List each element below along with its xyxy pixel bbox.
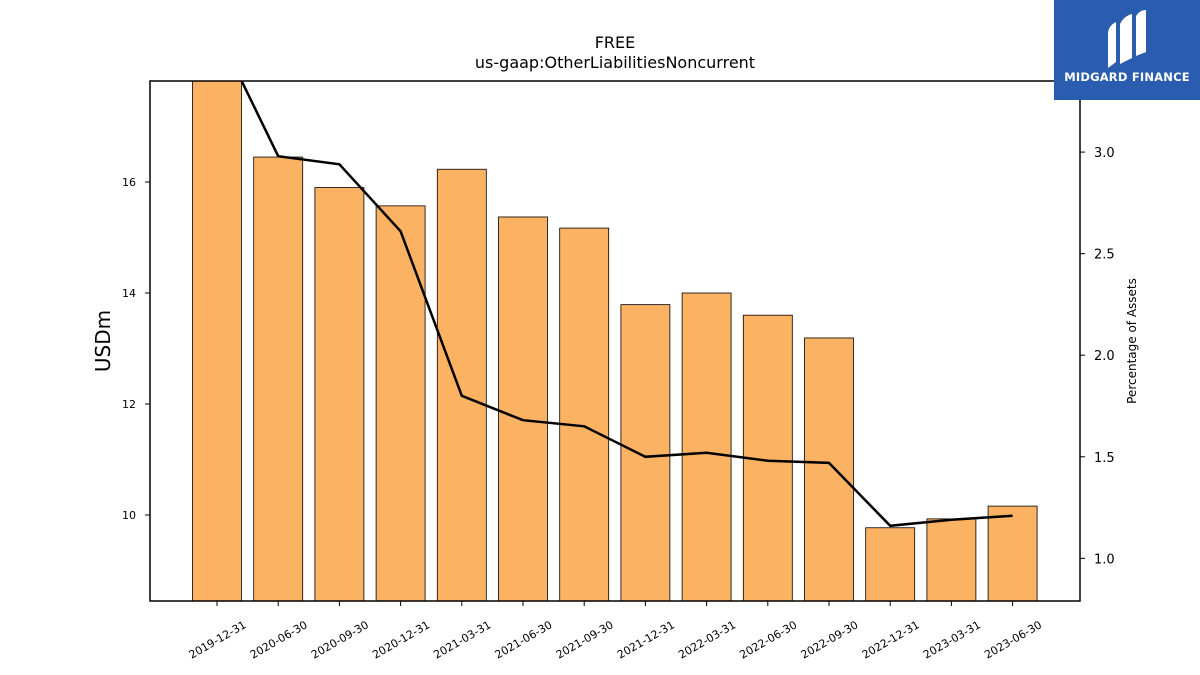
x-tick-label: 2022-12-31: [860, 618, 922, 661]
x-tick-label: 2019-12-31: [187, 618, 249, 661]
left-tick-label: 10: [122, 509, 136, 522]
bar: [253, 156, 304, 602]
right-tick-label: 2.0: [1094, 349, 1115, 364]
y-axis-label: USDm: [91, 310, 115, 372]
x-tick-label: 2020-09-30: [309, 618, 371, 661]
bar: [314, 187, 365, 602]
bar: [498, 216, 548, 602]
right-tick-label: 1.5: [1094, 451, 1115, 466]
y2-axis-label: Percentage of Assets: [1125, 278, 1139, 404]
bar-group: [192, 80, 1038, 602]
line-series: [240, 81, 1013, 528]
bar: [559, 227, 610, 602]
right-tick-label: 3.0: [1094, 146, 1115, 161]
midgard-logo-icon: [1108, 10, 1146, 68]
left-tick-label: 16: [122, 176, 136, 189]
x-tick-label: 2020-06-30: [248, 618, 310, 661]
x-tick-label: 2022-03-31: [676, 618, 738, 661]
bar: [436, 168, 487, 602]
bar: [987, 505, 1038, 602]
x-tick-label: 2022-09-30: [799, 618, 861, 661]
plot-frame: [149, 80, 1081, 602]
x-tick-label: 2021-03-31: [431, 618, 493, 661]
chart-title: FREE: [595, 33, 636, 52]
left-axis: 10 12 14 16: [122, 176, 150, 522]
bar: [926, 518, 977, 602]
left-tick-label: 12: [122, 398, 136, 411]
bar: [375, 205, 426, 602]
x-tick-label: 2023-06-30: [982, 618, 1044, 661]
x-tick-label: 2023-03-31: [921, 618, 983, 661]
x-axis: 2019-12-31 2020-06-30 2020-09-30 2020-12-31…: [187, 601, 1044, 662]
x-tick-label: 2021-12-31: [615, 618, 677, 661]
x-tick-label: 2021-09-30: [554, 618, 616, 661]
bar: [804, 337, 854, 602]
brand-name: MIDGARD FINANCE: [1064, 70, 1190, 84]
brand-logo: MIDGARD FINANCE: [1054, 0, 1200, 100]
right-tick-label: 2.5: [1094, 248, 1115, 263]
bar: [192, 80, 242, 602]
right-axis: 1.0 1.5 2.0 2.5 3.0: [1080, 146, 1115, 567]
bar: [865, 527, 916, 602]
line-group: [240, 81, 1013, 528]
chart-subtitle: us-gaap:OtherLiabilitiesNoncurrent: [475, 53, 755, 72]
x-tick-label: 2021-06-30: [493, 618, 555, 661]
x-tick-label: 2020-12-31: [370, 618, 432, 661]
bar: [681, 292, 732, 602]
right-tick-label: 1.0: [1094, 552, 1115, 567]
x-tick-label: 2022-06-30: [737, 618, 799, 661]
left-tick-label: 14: [122, 287, 136, 300]
bar: [620, 304, 671, 602]
